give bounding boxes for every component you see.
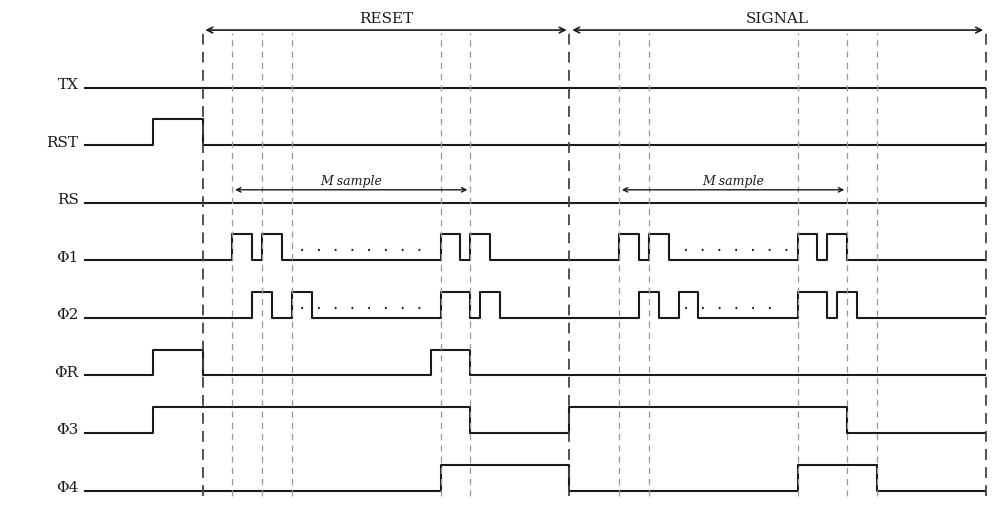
Text: . . . . . .: . . . . . .	[682, 298, 774, 312]
Text: TX: TX	[58, 78, 79, 92]
Text: . . . . . . . .: . . . . . . . .	[298, 240, 424, 254]
Text: SIGNAL: SIGNAL	[746, 12, 809, 26]
Text: RESET: RESET	[359, 12, 413, 26]
Text: RS: RS	[57, 193, 79, 207]
Text: . . . . . . . .: . . . . . . . .	[665, 240, 791, 254]
Text: Φ2: Φ2	[56, 308, 79, 322]
Text: Φ4: Φ4	[56, 481, 79, 495]
Text: . . . . . . . .: . . . . . . . .	[298, 298, 424, 312]
Text: ΦR: ΦR	[54, 366, 79, 380]
Text: M sample: M sample	[320, 175, 382, 187]
Text: Φ3: Φ3	[56, 423, 79, 437]
Text: Φ1: Φ1	[56, 251, 79, 265]
Text: M sample: M sample	[702, 175, 764, 187]
Text: RST: RST	[47, 136, 79, 150]
